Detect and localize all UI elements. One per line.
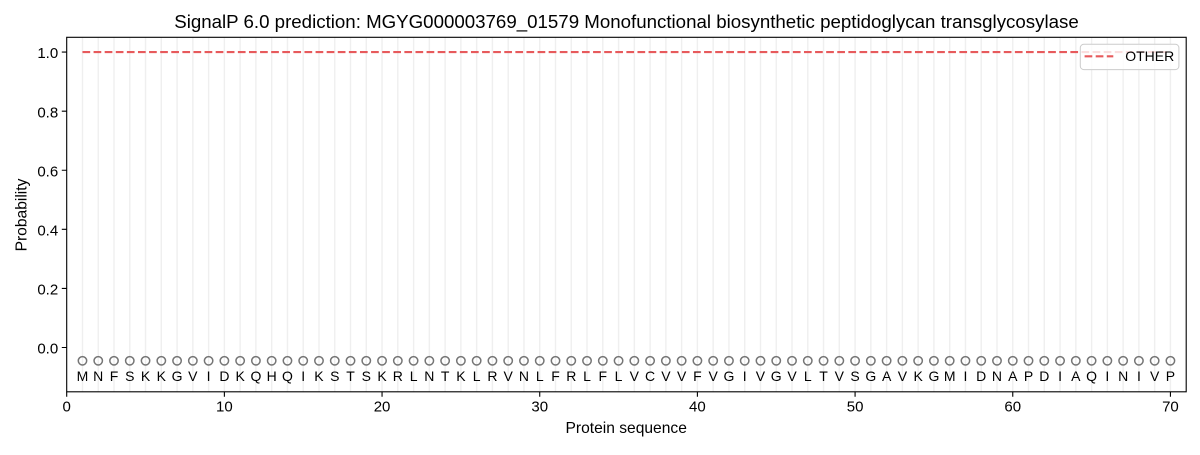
svg-text:G: G — [172, 368, 183, 384]
svg-text:R: R — [487, 368, 497, 384]
svg-text:Protein sequence: Protein sequence — [566, 420, 687, 437]
svg-text:D: D — [976, 368, 986, 384]
svg-text:SignalP 6.0 prediction: MGYG00: SignalP 6.0 prediction: MGYG000003769_01… — [174, 11, 1079, 33]
svg-text:N: N — [1118, 368, 1128, 384]
svg-text:M: M — [77, 368, 89, 384]
svg-text:L: L — [583, 368, 591, 384]
svg-text:Probability: Probability — [14, 178, 31, 251]
svg-text:60: 60 — [1004, 399, 1021, 416]
svg-text:V: V — [677, 368, 687, 384]
svg-text:L: L — [536, 368, 544, 384]
svg-text:V: V — [898, 368, 908, 384]
svg-text:S: S — [330, 368, 339, 384]
svg-text:N: N — [93, 368, 103, 384]
svg-text:P: P — [1166, 368, 1175, 384]
svg-text:70: 70 — [1162, 399, 1179, 416]
svg-text:V: V — [1150, 368, 1160, 384]
svg-text:I: I — [743, 368, 747, 384]
svg-text:I: I — [1058, 368, 1062, 384]
svg-text:OTHER: OTHER — [1125, 48, 1174, 64]
svg-text:G: G — [928, 368, 939, 384]
svg-text:F: F — [110, 368, 119, 384]
svg-text:F: F — [693, 368, 702, 384]
svg-text:L: L — [615, 368, 623, 384]
svg-text:M: M — [944, 368, 956, 384]
svg-text:S: S — [362, 368, 371, 384]
svg-text:F: F — [599, 368, 608, 384]
svg-text:K: K — [157, 368, 167, 384]
svg-text:N: N — [424, 368, 434, 384]
svg-text:G: G — [865, 368, 876, 384]
svg-text:0.6: 0.6 — [37, 163, 58, 180]
svg-text:T: T — [441, 368, 450, 384]
svg-text:C: C — [645, 368, 655, 384]
svg-text:V: V — [787, 368, 797, 384]
svg-text:K: K — [456, 368, 466, 384]
svg-text:N: N — [519, 368, 529, 384]
svg-text:K: K — [913, 368, 923, 384]
svg-text:0.8: 0.8 — [37, 104, 58, 121]
svg-text:G: G — [723, 368, 734, 384]
svg-text:Q: Q — [250, 368, 261, 384]
svg-text:P: P — [1024, 368, 1033, 384]
svg-text:A: A — [1008, 368, 1018, 384]
svg-text:0.0: 0.0 — [37, 341, 58, 358]
svg-text:A: A — [1071, 368, 1081, 384]
svg-text:I: I — [1137, 368, 1141, 384]
svg-text:I: I — [301, 368, 305, 384]
svg-text:L: L — [410, 368, 418, 384]
svg-text:S: S — [850, 368, 859, 384]
svg-text:Q: Q — [282, 368, 293, 384]
svg-text:V: V — [630, 368, 640, 384]
svg-text:0.4: 0.4 — [37, 222, 58, 239]
svg-text:30: 30 — [531, 399, 548, 416]
svg-text:I: I — [207, 368, 211, 384]
svg-text:N: N — [992, 368, 1002, 384]
svg-text:K: K — [377, 368, 387, 384]
svg-text:1.0: 1.0 — [37, 45, 58, 62]
svg-text:V: V — [756, 368, 766, 384]
svg-text:S: S — [125, 368, 134, 384]
svg-text:50: 50 — [847, 399, 864, 416]
svg-text:K: K — [314, 368, 324, 384]
svg-text:I: I — [1105, 368, 1109, 384]
svg-text:I: I — [964, 368, 968, 384]
svg-text:F: F — [551, 368, 560, 384]
svg-text:V: V — [708, 368, 718, 384]
svg-text:0: 0 — [63, 399, 71, 416]
svg-text:D: D — [1039, 368, 1049, 384]
svg-text:T: T — [819, 368, 828, 384]
svg-text:V: V — [661, 368, 671, 384]
svg-text:R: R — [393, 368, 403, 384]
svg-text:L: L — [804, 368, 812, 384]
svg-text:V: V — [835, 368, 845, 384]
svg-text:T: T — [346, 368, 355, 384]
svg-text:V: V — [188, 368, 198, 384]
svg-text:V: V — [504, 368, 514, 384]
svg-text:D: D — [219, 368, 229, 384]
svg-text:10: 10 — [216, 399, 233, 416]
svg-text:20: 20 — [374, 399, 391, 416]
svg-text:L: L — [473, 368, 481, 384]
svg-text:Q: Q — [1086, 368, 1097, 384]
svg-text:K: K — [235, 368, 245, 384]
svg-text:R: R — [566, 368, 576, 384]
svg-text:G: G — [771, 368, 782, 384]
svg-text:K: K — [141, 368, 151, 384]
svg-text:A: A — [882, 368, 892, 384]
svg-text:0.2: 0.2 — [37, 282, 58, 299]
svg-text:40: 40 — [689, 399, 706, 416]
svg-text:H: H — [267, 368, 277, 384]
